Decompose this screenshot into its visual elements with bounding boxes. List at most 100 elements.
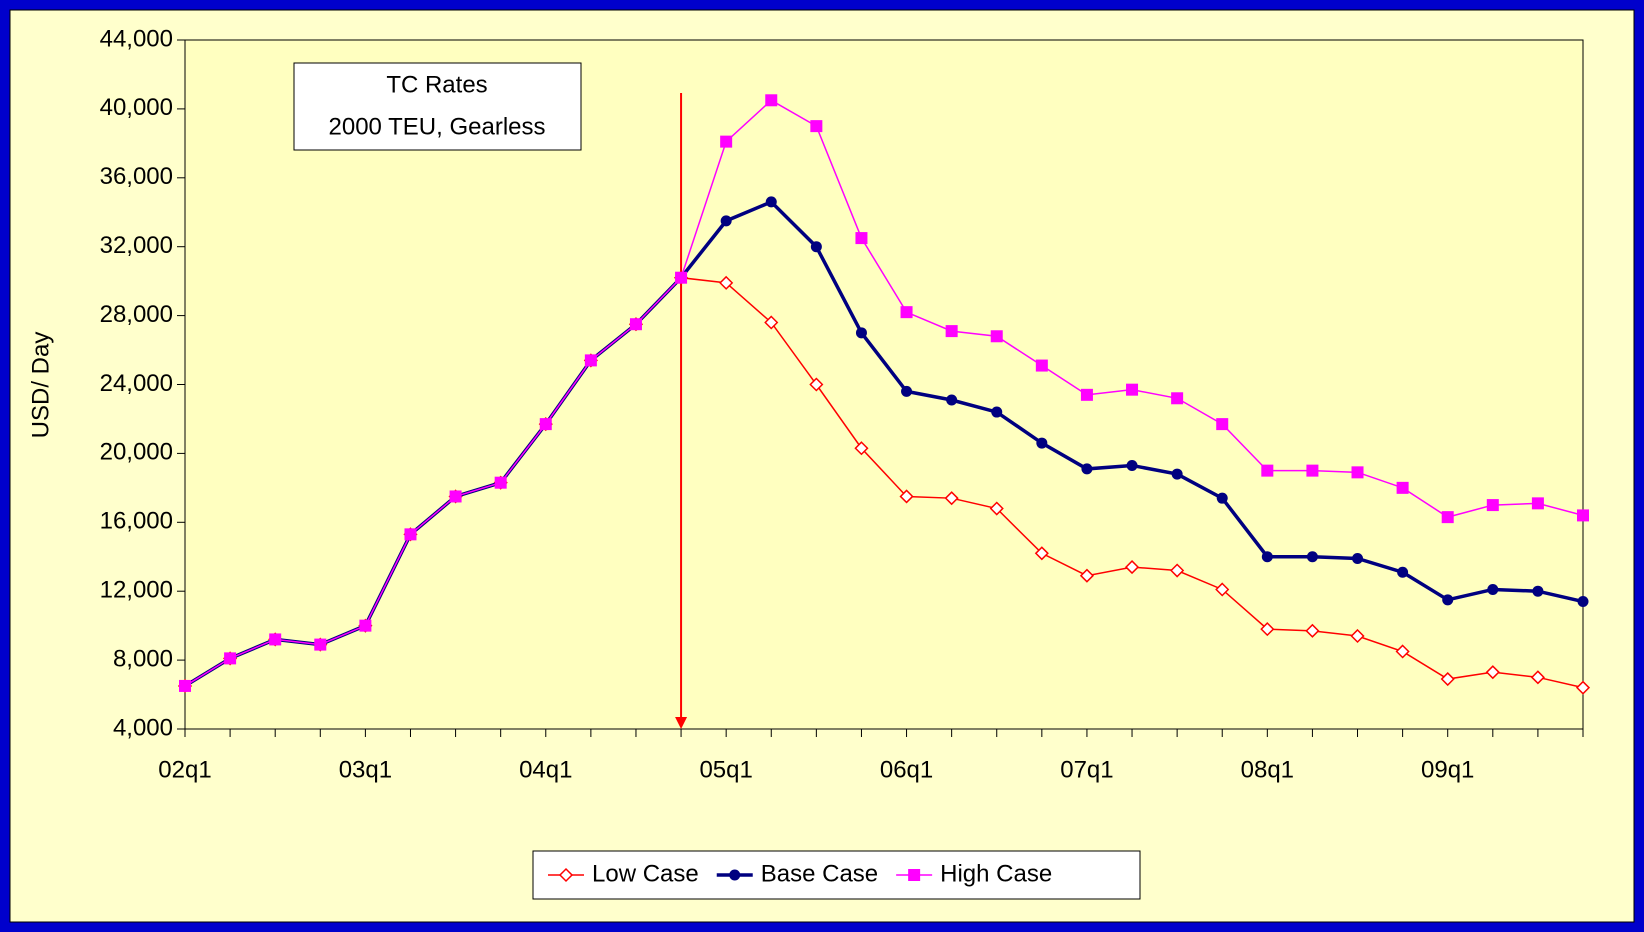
data-point [990, 330, 1003, 343]
data-point [1035, 359, 1048, 372]
data-point [765, 94, 778, 107]
data-point [1396, 481, 1409, 494]
data-point [494, 476, 507, 489]
data-point [1081, 463, 1093, 475]
data-point [1486, 499, 1499, 512]
data-point [1079, 568, 1095, 583]
data-point [720, 135, 733, 148]
data-point [809, 377, 824, 392]
data-point [629, 318, 642, 331]
annotation-box [293, 62, 582, 151]
data-point [359, 619, 372, 632]
y-tick-label: 20,000 [100, 439, 173, 466]
y-tick-label: 32,000 [100, 232, 173, 259]
data-point [719, 275, 734, 290]
data-point [855, 327, 867, 339]
data-point [1440, 671, 1455, 687]
x-tick-label: 03q1 [339, 756, 392, 783]
data-point [854, 441, 869, 456]
legend-marker [908, 869, 921, 881]
y-tick-label: 12,000 [100, 577, 173, 604]
data-point [1577, 596, 1589, 608]
legend-label: Low Case [592, 860, 699, 887]
y-tick-label: 24,000 [100, 370, 173, 397]
data-point [1305, 623, 1320, 638]
data-point [1575, 680, 1591, 695]
data-point [1170, 563, 1185, 578]
plot-area [184, 39, 1584, 730]
data-point [1306, 464, 1319, 477]
data-point [1261, 551, 1273, 563]
x-tick-label: 09q1 [1421, 756, 1474, 783]
data-point [946, 394, 958, 406]
data-point [179, 679, 191, 692]
data-point [855, 232, 868, 245]
y-tick-label: 44,000 [100, 25, 173, 52]
y-tick-label: 36,000 [100, 163, 173, 190]
arrow-head [675, 717, 688, 729]
data-point [1577, 509, 1589, 522]
x-tick-label: 06q1 [880, 756, 933, 783]
data-point [945, 325, 958, 338]
data-point [900, 306, 913, 319]
data-point [269, 633, 282, 646]
data-point [675, 271, 688, 284]
data-point [1171, 392, 1184, 405]
data-point [1216, 492, 1228, 504]
data-point [899, 489, 914, 504]
x-tick-label: 02q1 [158, 756, 211, 783]
data-point [810, 120, 823, 133]
annotation: TC Rates [386, 71, 487, 98]
data-point [1395, 644, 1410, 659]
data-point [810, 241, 822, 253]
data-point [1441, 511, 1454, 524]
data-point [944, 491, 959, 506]
data-point [584, 354, 597, 367]
data-point [1215, 582, 1230, 597]
data-point [1171, 468, 1183, 480]
data-point [449, 490, 462, 503]
data-point [1036, 437, 1048, 449]
y-tick-label: 40,000 [100, 94, 173, 121]
x-tick-label: 07q1 [1060, 756, 1113, 783]
data-point [1442, 594, 1454, 606]
data-point [1351, 466, 1364, 479]
data-point [1261, 464, 1274, 477]
data-point [1485, 665, 1500, 680]
data-point [1532, 585, 1544, 597]
data-point [224, 652, 237, 665]
data-point [1126, 459, 1138, 471]
data-point [764, 315, 779, 330]
data-point [1260, 622, 1275, 637]
data-point [1487, 583, 1499, 595]
data-point [1216, 418, 1229, 431]
data-point [901, 385, 913, 397]
data-point [989, 501, 1004, 516]
series-line [184, 99, 1584, 687]
y-tick-label: 16,000 [100, 508, 173, 535]
data-point [1352, 552, 1364, 564]
data-point [404, 528, 417, 541]
data-point [1306, 551, 1318, 563]
data-point [1531, 497, 1544, 510]
legend [532, 850, 1141, 900]
legend-label: High Case [940, 860, 1052, 887]
x-tick-label: 08q1 [1241, 756, 1294, 783]
data-point [1080, 388, 1093, 401]
annotation: 2000 TEU, Gearless [329, 113, 546, 140]
y-axis-label: USD/ Day [27, 332, 54, 439]
data-point [991, 406, 1003, 418]
data-point [1126, 383, 1139, 396]
y-tick-label: 8,000 [113, 645, 173, 672]
data-point [720, 215, 732, 227]
x-tick-label: 05q1 [699, 756, 752, 783]
y-tick-label: 28,000 [100, 301, 173, 328]
data-point [1124, 560, 1140, 575]
legend-label: Base Case [761, 860, 878, 887]
data-point [314, 638, 327, 651]
data-point [539, 418, 552, 431]
legend-marker [558, 867, 574, 883]
data-point [1530, 670, 1545, 685]
